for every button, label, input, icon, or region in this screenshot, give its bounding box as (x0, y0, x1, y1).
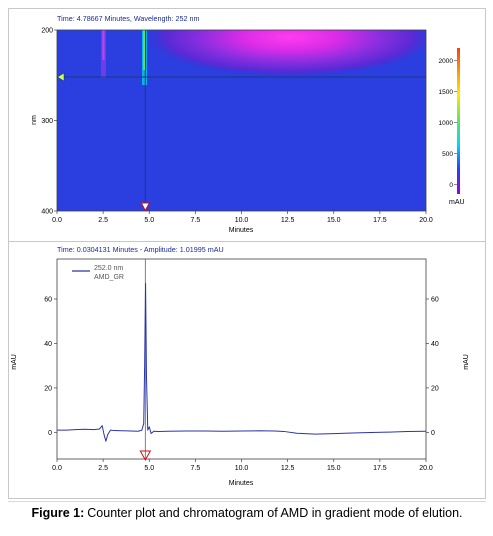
chromatogram-series-line (57, 282, 427, 442)
wavelength-cursor-handle[interactable] (57, 72, 65, 82)
contour-y-axis-label: nm (31, 115, 38, 125)
contour-x-tick-label: 15.0 (327, 217, 341, 224)
contour-x-tick-label: 7.5 (191, 217, 201, 224)
contour-readout: Time: 4.78667 Minutes, Wavelength: 252 n… (57, 14, 200, 23)
chromatogram-y-tick-label: 0 (48, 430, 52, 437)
contour-band-4-8min-core (143, 30, 146, 70)
colorbar-tick-label: 0 (449, 182, 453, 189)
contour-x-tick-label: 20.0 (419, 217, 433, 224)
contour-y-tick-label: 300 (41, 118, 53, 125)
caption-label: Figure 1: (31, 506, 85, 520)
contour-x-tick-label: 12.5 (281, 217, 295, 224)
chromatogram-x-tick-label: 20.0 (419, 465, 433, 472)
legend-wavelength: 252.0 nm (94, 265, 123, 272)
chromatogram-x-tick-label: 15.0 (327, 465, 341, 472)
chromatogram-x-axis-label: Minutes (229, 480, 254, 487)
colorbar-tick-label: 1000 (439, 120, 454, 127)
contour-y-tick-label: 400 (41, 209, 53, 216)
chromatogram-y-tick-label: 40 (44, 341, 52, 348)
contour-band-2-5min-core (102, 30, 105, 60)
figure-frame (8, 8, 486, 499)
contour-x-tick-label: 10.0 (235, 217, 249, 224)
time-cursor-handle[interactable] (140, 202, 151, 212)
contour-x-tick-label: 17.5 (373, 217, 387, 224)
contour-plot: Time: 4.78667 Minutes, Wavelength: 252 n… (31, 14, 465, 234)
legend-series-name: AMD_GR (94, 274, 124, 281)
caption-text: Counter plot and chromatogram of AMD in … (87, 506, 463, 520)
chromatogram-y2-axis-label: mAU (463, 354, 470, 370)
contour-x-axis-label: Minutes (229, 227, 254, 234)
chromatogram-x-tick-label: 5.0 (144, 465, 154, 472)
contour-x-tick-label: 5.0 (144, 217, 154, 224)
colorbar-tick-label: 500 (442, 151, 453, 158)
chromatogram-x-tick-label: 7.5 (191, 465, 201, 472)
chromatogram-x-tick-label: 10.0 (235, 465, 249, 472)
figure-caption: Figure 1: Counter plot and chromatogram … (8, 501, 486, 524)
chromatogram-x-tick-label: 17.5 (373, 465, 387, 472)
chromatogram-y-tick-label: 20 (44, 385, 52, 392)
chromatogram-y2-tick-label: 20 (431, 385, 439, 392)
chromatogram-cursor-handle[interactable] (139, 450, 152, 462)
chromatogram-x-tick-label: 0.0 (52, 465, 62, 472)
chromatogram-x-tick-label: 2.5 (98, 465, 108, 472)
colorbar-label: mAU (449, 199, 465, 206)
chromatogram-plot: Time: 0.0304131 Minutes - Amplitude: 1.0… (11, 245, 470, 487)
colorbar-tick-label: 2000 (439, 58, 454, 65)
chromatogram-y2-tick-label: 60 (431, 297, 439, 304)
chromatogram-readout: Time: 0.0304131 Minutes - Amplitude: 1.0… (57, 245, 224, 254)
chromatogram-y-tick-label: 60 (44, 297, 52, 304)
colorbar-tick-label: 1500 (439, 89, 454, 96)
chromatogram-y2-tick-label: 40 (431, 341, 439, 348)
chromatogram-y-axis-label: mAU (11, 354, 18, 370)
colorbar (457, 48, 460, 194)
chromatogram-legend: 252.0 nm AMD_GR (72, 265, 124, 281)
contour-peak-region (145, 30, 426, 77)
contour-x-tick-label: 2.5 (98, 217, 108, 224)
chromatogram-plot-area (56, 258, 427, 460)
chromatogram-x-tick-label: 12.5 (281, 465, 295, 472)
contour-y-tick-label: 200 (41, 28, 53, 35)
chromatogram-y2-tick-label: 0 (431, 430, 435, 437)
contour-x-tick-label: 0.0 (52, 217, 62, 224)
